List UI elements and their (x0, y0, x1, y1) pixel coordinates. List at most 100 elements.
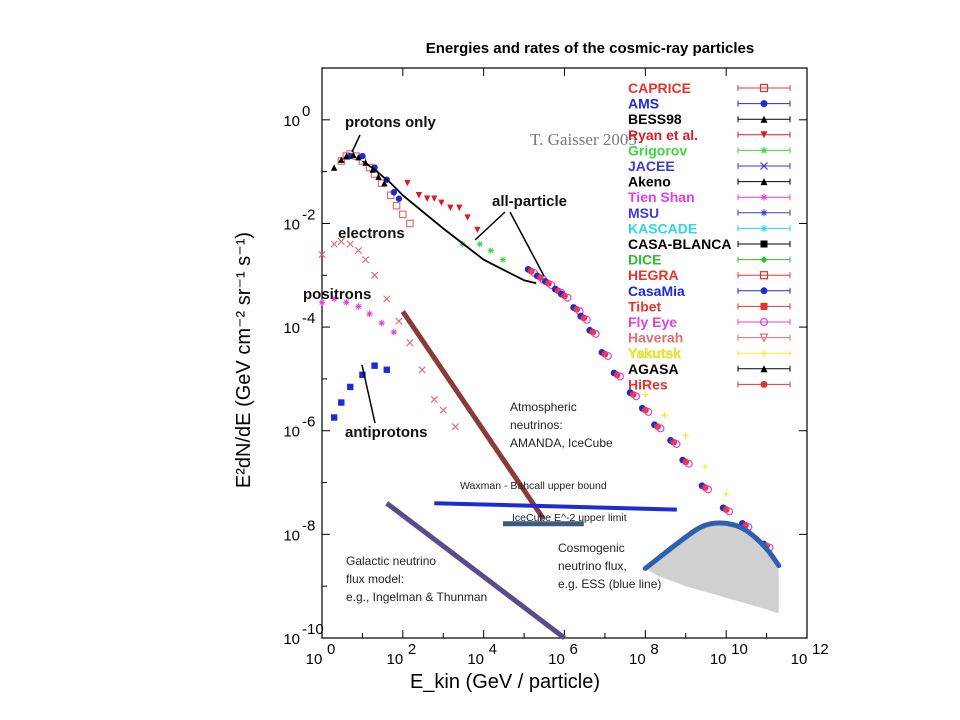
data-point (591, 329, 600, 338)
annotation-all-particle: all-particle (492, 193, 567, 210)
legend-item: KASCADE (628, 220, 791, 236)
data-point (722, 490, 730, 498)
legend-label: Fly Eye (628, 314, 677, 330)
legend-marker (760, 162, 768, 170)
annotation-icecube-limit: IceCube E^-2 upper limit (512, 512, 627, 524)
data-point (582, 315, 591, 324)
data-point (547, 281, 556, 290)
legend-label: HiRes (628, 376, 668, 392)
data-point (354, 246, 363, 255)
x-tick-label: 10 (548, 651, 565, 668)
data-point (371, 362, 378, 369)
legend-label: CasaMia (628, 283, 685, 299)
data-point (330, 295, 338, 303)
x-tick-label: 10 (386, 651, 403, 668)
annotation-electrons: electrons (338, 225, 405, 242)
data-point (347, 383, 354, 391)
legend-marker (759, 83, 769, 93)
data-point (346, 240, 354, 248)
x-tick-exponent: 6 (570, 641, 578, 658)
data-point (661, 411, 668, 419)
data-point (487, 247, 494, 254)
annotation-protons-only: protons only (345, 114, 436, 131)
x-axis-label: E_kin (GeV / particle) (410, 671, 600, 693)
data-point (632, 392, 641, 401)
series-protons-only (337, 150, 414, 228)
data-point (330, 414, 338, 421)
model-curves (361, 160, 782, 640)
data-point (390, 328, 398, 336)
data-point (399, 210, 407, 219)
data-point (375, 173, 382, 180)
x-tick-label: 10 (629, 651, 646, 668)
legend-marker (759, 271, 769, 280)
series-antiprotons (330, 362, 390, 421)
x-tick-label: 10 (791, 651, 808, 668)
legend-marker (760, 100, 768, 108)
legend-label: Ryan et al. (628, 127, 698, 143)
legend-label: HEGRA (628, 267, 679, 283)
data-point (359, 371, 366, 379)
series-bess98 (330, 151, 388, 187)
x-tick-exponent: 10 (731, 641, 748, 658)
data-point (701, 463, 709, 471)
data-point (603, 351, 612, 360)
y-tick-label: 10 (283, 216, 300, 233)
y-tick-exponent: -10 (302, 621, 324, 638)
data-point (330, 240, 338, 248)
data-point (350, 151, 357, 159)
y-tick-exponent: -6 (302, 414, 315, 431)
legend-item: MSU (628, 205, 791, 221)
arrow-all-particle-1 (474, 211, 506, 241)
legend-label: JACEE (628, 158, 675, 174)
legend-label: Haverah (628, 330, 683, 346)
series-all-particle-spectrum (524, 265, 774, 552)
data-point (704, 485, 713, 494)
legend-item: DICE (628, 252, 791, 268)
data-point (616, 372, 625, 381)
data-point (476, 240, 483, 248)
legend-label: MSU (628, 205, 659, 221)
legend-marker (760, 302, 768, 310)
data-point (343, 152, 350, 160)
legend-item: CAPRICE (628, 80, 791, 96)
legend-marker (760, 256, 768, 264)
cosmogenic-uncertainty-band (645, 522, 779, 614)
legend-item: HEGRA (628, 267, 791, 283)
data-point (447, 204, 454, 212)
annotation-cosmogenic-2: neutrino flux, (558, 559, 627, 573)
legend-item: Grigorov (628, 142, 791, 158)
data-point (338, 399, 345, 406)
legend-label: CASA-BLANCA (628, 236, 731, 252)
annotation-arrows (351, 134, 545, 424)
y-tick-label: 10 (283, 113, 300, 130)
x-tick-exponent: 0 (327, 641, 335, 658)
data-point (406, 339, 414, 347)
legend-item: Ryan et al. (628, 127, 791, 143)
atmospheric-neutrino-line (400, 310, 546, 521)
data-point (369, 166, 376, 173)
data-point (418, 366, 426, 374)
data-point (381, 179, 388, 187)
legend-item: Tibet (628, 298, 791, 314)
legend-label: AMS (628, 96, 659, 112)
data-point (359, 152, 366, 160)
annotation-galactic-2: flux model: (346, 572, 404, 586)
legend-item: CasaMia (628, 283, 791, 299)
data-point (355, 153, 362, 161)
y-tick-label: 10 (283, 320, 300, 337)
series-yakutsk (642, 391, 730, 498)
data-point (725, 507, 734, 516)
data-point (474, 226, 481, 234)
legend-item: CASA-BLANCA (628, 236, 791, 252)
data-point (423, 195, 431, 202)
data-point (656, 424, 665, 433)
data-point (430, 395, 438, 404)
data-point (644, 407, 653, 416)
x-tick-label: 10 (467, 651, 484, 668)
x-tick-exponent: 12 (812, 641, 829, 658)
